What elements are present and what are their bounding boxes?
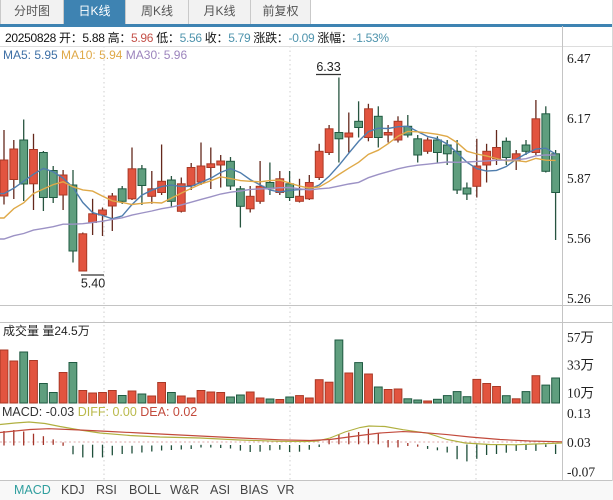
svg-text:10万: 10万 [567,386,594,401]
svg-text:6.47: 6.47 [567,51,591,66]
svg-text:-0.07: -0.07 [567,465,595,480]
svg-text:5.87: 5.87 [567,171,591,186]
svg-text:33万: 33万 [567,358,594,373]
svg-text:MACD: -0.03 DIFF: 0.00 DEA: 0.: MACD: -0.03 DIFF: 0.00 DEA: 0.02 [2,405,197,419]
svg-text:0.03: 0.03 [567,435,591,450]
svg-text:5.40: 5.40 [81,277,105,291]
svg-text:6.33: 6.33 [316,60,340,74]
svg-text:成交量 量24.5万: 成交量 量24.5万 [3,323,90,338]
svg-text:6.17: 6.17 [567,111,591,126]
svg-text:57万: 57万 [567,330,594,345]
svg-text:5.26: 5.26 [567,291,591,306]
svg-text:5.56: 5.56 [567,231,591,246]
svg-text:0.13: 0.13 [567,406,591,421]
